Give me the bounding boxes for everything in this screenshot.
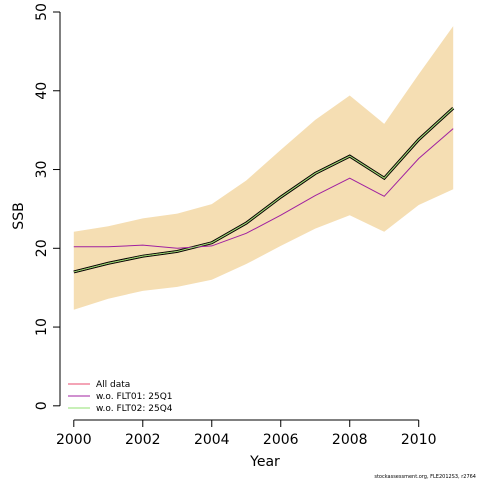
series-line-2 xyxy=(73,128,454,249)
x-tick-label: 2008 xyxy=(332,432,368,448)
x-tick-label: 2006 xyxy=(263,432,299,448)
axes-layer: 2000 2002 2004 2006 2008 2010 0 10 20 30 40 50 xyxy=(34,3,437,448)
y-tick-label: 0 xyxy=(34,401,50,410)
legend-label: w.o. FLT02: 25Q4 xyxy=(96,404,173,414)
y-tick-label: 50 xyxy=(34,3,50,21)
y-tick-label: 40 xyxy=(34,82,50,100)
legend-label: w.o. FLT01: 25Q1 xyxy=(96,392,173,402)
x-axis-title: Year xyxy=(249,454,280,470)
confidence-band-layer xyxy=(73,26,454,310)
series-line-3 xyxy=(73,107,454,273)
x-tick-label: 2002 xyxy=(125,432,161,448)
y-tick-label: 10 xyxy=(34,318,50,336)
x-tick-label: 2004 xyxy=(194,432,230,448)
y-axis-title: SSB xyxy=(11,202,27,229)
confidence-band xyxy=(73,26,454,310)
y-tick-label: 30 xyxy=(34,161,50,179)
legend-label: All data xyxy=(96,380,130,390)
y-tick-label: 20 xyxy=(34,239,50,257)
credit-text: stockassessment.org, FLE2012S3, r2764 xyxy=(374,474,476,480)
x-tick-label: 2010 xyxy=(401,432,437,448)
series-lines-layer xyxy=(73,106,455,274)
legend: All data w.o. FLT01: 25Q1 w.o. FLT02: 25Q4 xyxy=(68,380,173,414)
x-tick-label: 2000 xyxy=(56,432,92,448)
